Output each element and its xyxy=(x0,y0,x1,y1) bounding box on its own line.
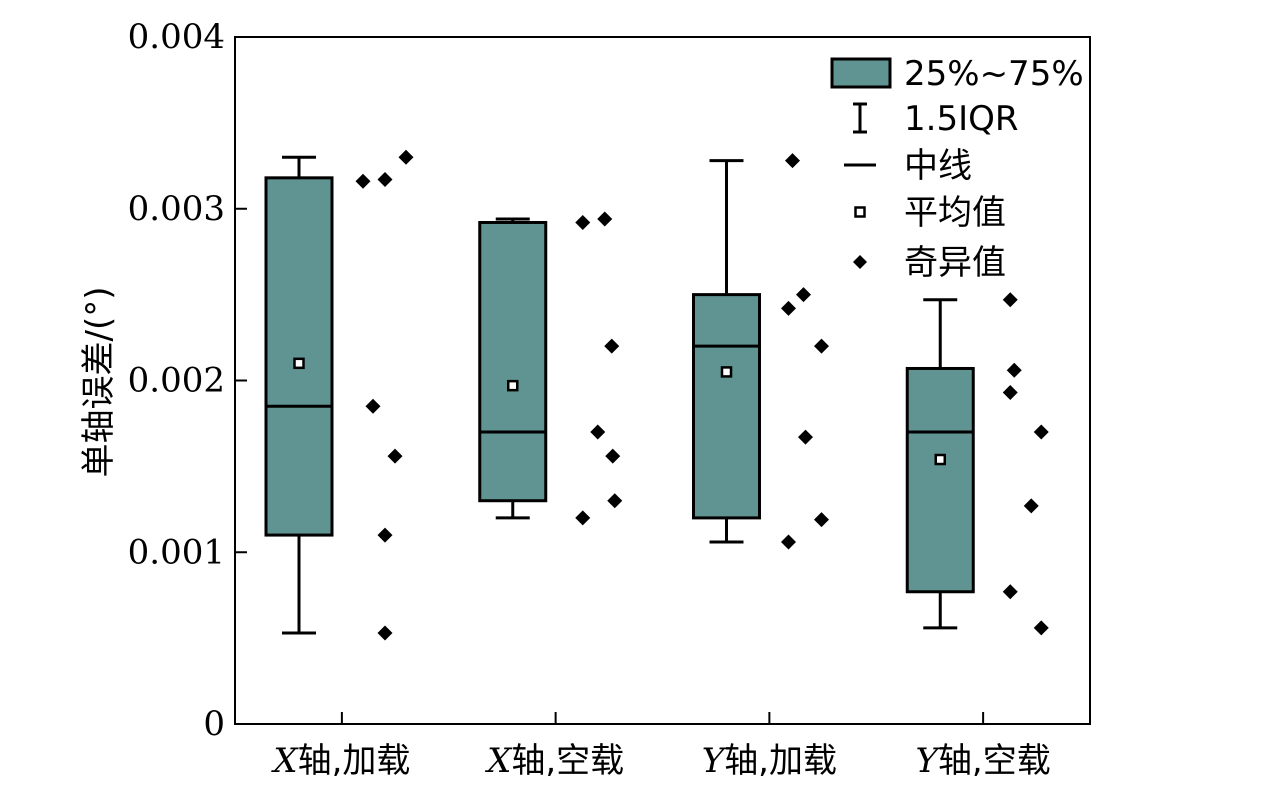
outlier-point xyxy=(814,338,829,354)
outlier-point xyxy=(796,287,811,303)
outlier-point xyxy=(781,534,796,550)
legend-label: 25%~75% xyxy=(904,54,1084,94)
outlier-point xyxy=(355,173,371,189)
x-tick-label: X轴,空载 xyxy=(484,741,624,781)
iqr-box xyxy=(264,176,334,537)
outlier-point xyxy=(1002,292,1018,308)
box-group xyxy=(692,153,829,550)
outlier-point xyxy=(605,448,621,464)
x-tick-label-axis-letter: X xyxy=(270,741,299,781)
outlier-point xyxy=(575,214,591,230)
mean-marker xyxy=(507,379,519,392)
y-axis-label: 单轴误差/(°) xyxy=(79,287,119,478)
outlier-point xyxy=(597,211,613,227)
mean-marker xyxy=(293,357,305,370)
box-group xyxy=(478,211,623,526)
legend-label: 平均值 xyxy=(904,193,1006,233)
outlier-point xyxy=(398,149,414,165)
outlier-point xyxy=(365,398,381,414)
legend-label: 1.5IQR xyxy=(904,99,1018,139)
y-tick-label: 0.002 xyxy=(128,361,225,401)
outlier-point xyxy=(575,510,591,526)
legend-label: 中线 xyxy=(904,146,972,186)
mean-marker xyxy=(720,366,733,378)
x-tick-label: Y轴,空载 xyxy=(915,741,1050,781)
outlier-point xyxy=(781,300,796,316)
y-tick-label: 0.001 xyxy=(128,532,225,572)
x-axis: X轴,加载 X轴,空载 Y轴,加载 Y轴,空载 xyxy=(270,712,1051,781)
outlier-point xyxy=(377,527,393,543)
outlier-point xyxy=(387,448,403,464)
outlier-point xyxy=(377,625,393,641)
x-tick-label: Y轴,加载 xyxy=(702,741,837,781)
y-tick-label: 0.003 xyxy=(128,189,225,229)
iqr-box xyxy=(905,366,975,594)
x-tick-label-axis-letter: X xyxy=(484,741,513,781)
legend-item: 1.5IQR xyxy=(853,99,1018,139)
iqr-box xyxy=(692,293,761,520)
box-group xyxy=(264,149,414,641)
legend-item: 奇异值 xyxy=(853,243,1006,283)
iqr-box xyxy=(478,220,548,503)
mean-marker xyxy=(934,453,946,466)
y-axis: 0 0.001 0.002 0.003 0.004 xyxy=(128,17,247,744)
outlier-point xyxy=(814,512,829,528)
x-tick-label-axis-letter: Y xyxy=(915,741,941,781)
outlier-point xyxy=(1002,584,1018,600)
outlier-point xyxy=(1023,498,1039,514)
y-tick-label: 0 xyxy=(203,704,225,744)
outlier-point xyxy=(604,338,620,354)
legend-item: 中线 xyxy=(844,146,972,186)
x-tick-label-text: 轴,加载 xyxy=(724,741,837,781)
outlier-point xyxy=(1033,424,1049,440)
x-tick-label-text: 轴,空载 xyxy=(938,741,1051,781)
outlier-point xyxy=(590,424,606,440)
x-tick-label: X轴,加载 xyxy=(270,741,410,781)
box-group xyxy=(905,292,1049,636)
outlier-point xyxy=(798,429,813,445)
legend-label: 奇异值 xyxy=(904,243,1006,283)
x-tick-label-text: 轴,空载 xyxy=(511,741,624,781)
outlier-point xyxy=(1006,362,1022,378)
outlier-point xyxy=(607,493,623,509)
outlier-point xyxy=(377,172,393,188)
outlier-point xyxy=(785,153,800,169)
legend-mean-swatch xyxy=(854,206,866,218)
outlier-point xyxy=(1033,620,1049,636)
outlier-point xyxy=(1002,385,1018,401)
x-tick-label-text: 轴,加载 xyxy=(298,741,411,781)
y-tick-label: 0.004 xyxy=(128,17,225,57)
legend-outlier-swatch xyxy=(853,255,867,269)
legend-box-swatch xyxy=(830,57,892,89)
x-tick-label-axis-letter: Y xyxy=(702,741,728,781)
boxes-layer xyxy=(264,149,1049,641)
legend-item: 平均值 xyxy=(854,193,1006,233)
legend-item: 25%~75% xyxy=(830,54,1084,94)
